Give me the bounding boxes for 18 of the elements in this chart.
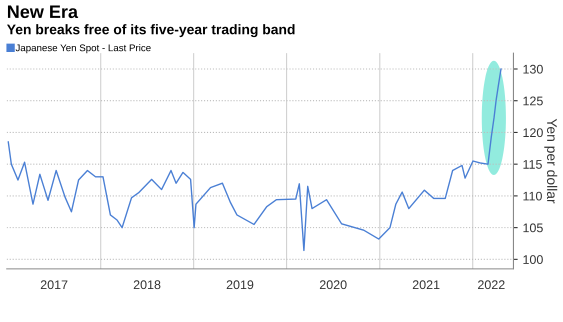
y-tick-label: 130 xyxy=(523,64,543,74)
line-series xyxy=(8,68,502,252)
y-tick-label: 100 xyxy=(523,255,543,264)
chart-subtitle: Yen breaks free of its five-year trading band xyxy=(6,24,295,38)
y-tick-label: 120 xyxy=(523,128,543,138)
x-tick-label: 2019 xyxy=(226,280,254,290)
y-tick-label: 125 xyxy=(523,96,543,106)
legend-label: Japanese Yen Spot - Last Price xyxy=(16,44,151,54)
y-tick-label: 115 xyxy=(523,160,542,169)
chart-title: New Era xyxy=(8,5,78,18)
y-axis-title: Yen per dollar xyxy=(544,118,558,204)
x-tick-label: 2018 xyxy=(134,280,160,290)
y-tick-label: 105 xyxy=(523,223,543,232)
x-tick-label: 2020 xyxy=(320,280,347,290)
x-tick-label: 2021 xyxy=(412,280,440,290)
x-tick-label: 2022 xyxy=(478,280,505,290)
y-tick-label: 110 xyxy=(523,192,542,201)
x-tick-label: 2017 xyxy=(40,280,68,290)
